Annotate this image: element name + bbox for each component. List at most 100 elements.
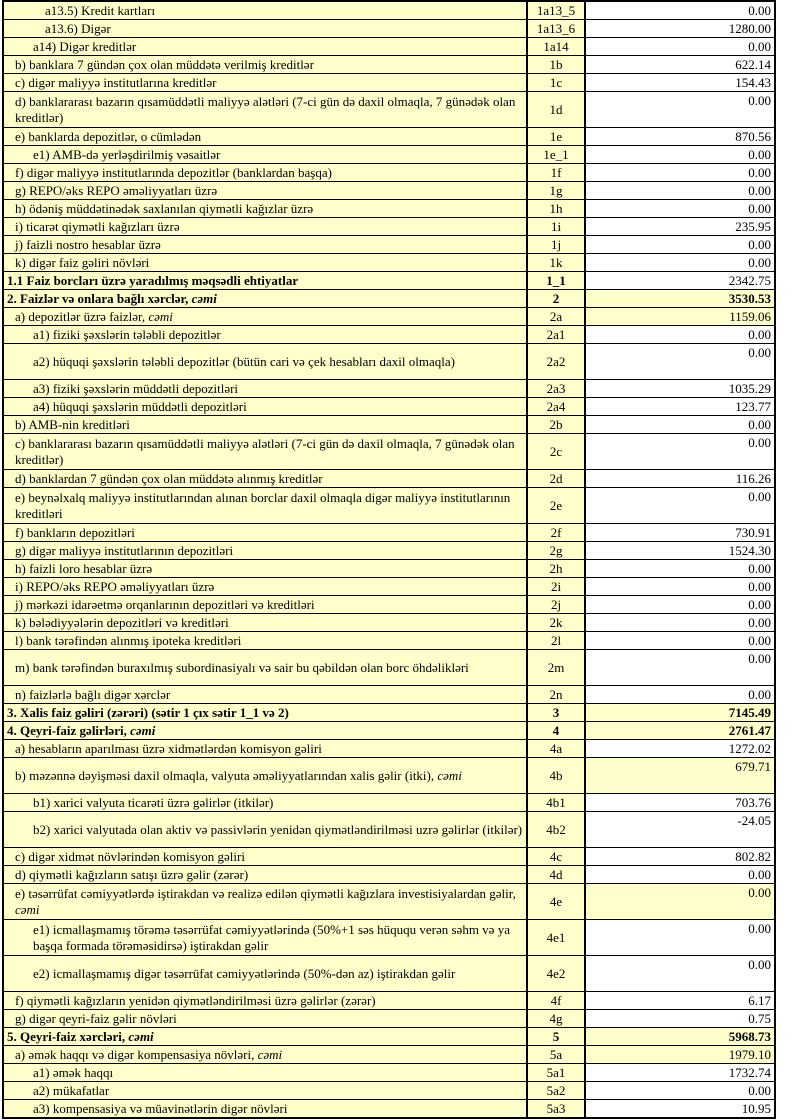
row-value-cell: 0.00 bbox=[584, 883, 776, 920]
row-code-cell: 5a bbox=[526, 1045, 586, 1064]
row-code-cell: 4e1 bbox=[526, 919, 586, 956]
row-value: 0.00 bbox=[748, 165, 771, 180]
row-label-italic: cəmi bbox=[191, 290, 217, 306]
row-value: 802.82 bbox=[735, 849, 771, 864]
row-value-cell[interactable]: 1280.00 bbox=[584, 19, 776, 38]
row-value-cell[interactable]: 235.95 bbox=[584, 217, 776, 236]
row-code-cell: 2k bbox=[526, 613, 586, 632]
row-value-cell[interactable]: 0.00 bbox=[584, 631, 776, 650]
row-value-cell[interactable]: 0.00 bbox=[584, 163, 776, 182]
row-label-cell: e) təsərrüfat cəmiyyətlərdə iştirakdan v… bbox=[2, 883, 528, 920]
table-row: g) REPO/əks REPO əməliyyatları üzrə 1g 0.0… bbox=[2, 181, 776, 200]
row-value-cell[interactable]: 0.00 bbox=[584, 0, 776, 20]
row-code-cell: 5a3 bbox=[526, 1099, 586, 1119]
row-code: 5a2 bbox=[546, 1082, 566, 1098]
row-value: 0.00 bbox=[748, 39, 771, 54]
row-value-cell[interactable]: 0.00 bbox=[584, 613, 776, 632]
row-value-cell[interactable]: 0.00 bbox=[584, 865, 776, 884]
row-value-cell[interactable]: 0.00 bbox=[584, 919, 776, 956]
row-code: 1j bbox=[550, 236, 562, 252]
row-value-cell[interactable]: 154.43 bbox=[584, 73, 776, 92]
row-value-cell[interactable]: 703.76 bbox=[584, 793, 776, 812]
row-value-cell[interactable]: 116.26 bbox=[584, 469, 776, 488]
row-code-cell: 1d bbox=[526, 91, 586, 128]
row-value-cell[interactable]: 0.75 bbox=[584, 1009, 776, 1028]
row-code-cell: 1i bbox=[526, 217, 586, 236]
row-value-cell[interactable]: 0.00 bbox=[584, 559, 776, 578]
row-label-cell: i) ticarət qiymətli kağızları üzrə bbox=[2, 217, 528, 236]
row-value: 0.00 bbox=[748, 633, 771, 648]
row-value-cell[interactable]: 0.00 bbox=[584, 235, 776, 254]
row-code-cell: 1e bbox=[526, 127, 586, 146]
row-value-cell[interactable]: 0.00 bbox=[584, 433, 776, 470]
row-code-cell: 4e2 bbox=[526, 955, 586, 992]
table-row: 1.1 Faiz borcları üzrə yaradılmış məqsəd… bbox=[2, 271, 776, 290]
row-code: 1a14 bbox=[543, 38, 569, 54]
row-value-cell[interactable]: 123.77 bbox=[584, 397, 776, 416]
row-value-cell[interactable]: 1035.29 bbox=[584, 379, 776, 398]
row-value: 7145.49 bbox=[728, 705, 771, 720]
row-value: 0.00 bbox=[748, 867, 771, 882]
row-value-cell[interactable]: 730.91 bbox=[584, 523, 776, 542]
row-value-cell[interactable]: 0.00 bbox=[584, 487, 776, 524]
table-row: 4. Qeyri-faiz gəlirləri, cəmi 4 2761.47 bbox=[2, 721, 776, 740]
row-value-cell[interactable]: 0.00 bbox=[584, 145, 776, 164]
row-label: j) mərkəzi idarəetmə orqanlarının depozi… bbox=[15, 596, 315, 612]
row-label-cell: a1) əmək haqqı bbox=[2, 1063, 528, 1082]
table-row: m) bank tərəfindən buraxılmış subordinas… bbox=[2, 649, 776, 686]
row-label: a1) əmək haqqı bbox=[33, 1064, 114, 1080]
row-label-cell: b) məzənnə dəyişməsi daxil olmaqla, valy… bbox=[2, 757, 528, 794]
row-value: -24.05 bbox=[737, 813, 771, 828]
row-value-cell[interactable]: 0.00 bbox=[584, 343, 776, 380]
row-code: 2k bbox=[549, 614, 563, 630]
row-code: 1c bbox=[549, 74, 563, 90]
row-label-cell: n) faizlərlə bağlı digər xərclər bbox=[2, 685, 528, 704]
row-code-cell: 5a1 bbox=[526, 1063, 586, 1082]
row-code: 2 bbox=[552, 290, 560, 306]
row-value-cell[interactable]: 0.00 bbox=[584, 685, 776, 704]
row-code: 1e bbox=[549, 128, 563, 144]
row-label: e) təsərrüfat cəmiyyətlərdə iştirakdan v… bbox=[15, 885, 516, 901]
row-code: 2g bbox=[549, 542, 563, 558]
row-label-cell: a) əmək haqqı və digər kompensasiya növl… bbox=[2, 1045, 528, 1064]
row-value-cell[interactable]: 0.00 bbox=[584, 199, 776, 218]
row-label-cell: c) digər maliyyə institutlarına kreditlə… bbox=[2, 73, 528, 92]
row-label: 2. Faizlər və onlara bağlı xərclər, bbox=[7, 290, 192, 306]
row-value-cell[interactable]: 870.56 bbox=[584, 127, 776, 146]
row-value-cell[interactable]: 0.00 bbox=[584, 415, 776, 434]
row-value-cell[interactable]: 0.00 bbox=[584, 649, 776, 686]
row-value-cell[interactable]: 802.82 bbox=[584, 847, 776, 866]
row-value-cell[interactable]: 0.00 bbox=[584, 1081, 776, 1100]
row-value-cell[interactable]: 0.00 bbox=[584, 253, 776, 272]
row-value-cell[interactable]: 0.00 bbox=[584, 595, 776, 614]
row-value-cell[interactable]: 0.00 bbox=[584, 91, 776, 128]
row-value-cell[interactable]: 2342.75 bbox=[584, 271, 776, 290]
row-value: 0.00 bbox=[748, 183, 771, 198]
row-value-cell[interactable]: 1524.30 bbox=[584, 541, 776, 560]
row-code: 4d bbox=[549, 866, 563, 882]
row-value: 0.00 bbox=[748, 579, 771, 594]
table-row: e2) icmallaşmamış digər təsərrüfat cəmiy… bbox=[2, 955, 776, 992]
row-label-cell: c) banklararası bazarın qısamüddətli mal… bbox=[2, 433, 528, 470]
row-label: a) hesabların aparılması üzrə xidmətlərd… bbox=[15, 740, 322, 756]
row-value: 1280.00 bbox=[728, 21, 771, 36]
row-value-cell[interactable]: 6.17 bbox=[584, 991, 776, 1010]
row-value-cell[interactable]: 0.00 bbox=[584, 181, 776, 200]
row-value-cell[interactable]: 0.00 bbox=[584, 37, 776, 56]
row-value-cell[interactable]: 0.00 bbox=[584, 325, 776, 344]
row-label: k) bələdiyyələrin depozitləri və kreditl… bbox=[15, 614, 229, 630]
row-value-cell[interactable]: 1272.02 bbox=[584, 739, 776, 758]
row-code: 1a13_5 bbox=[536, 2, 576, 18]
income-statement-table: a13.5) Kredit kartları 1a13_5 0.00 a13.6) D… bbox=[2, 0, 776, 1119]
row-code: 5a3 bbox=[546, 1100, 566, 1116]
row-label: i) ticarət qiymətli kağızları üzrə bbox=[15, 218, 180, 234]
row-value: 3530.53 bbox=[728, 291, 771, 306]
row-label-cell: d) banklardan 7 gündən çox olan müddətə … bbox=[2, 469, 528, 488]
row-value-cell[interactable]: 0.00 bbox=[584, 577, 776, 596]
row-value-cell[interactable]: 0.00 bbox=[584, 955, 776, 992]
row-value-cell[interactable]: 10.95 bbox=[584, 1099, 776, 1119]
row-value-cell[interactable]: 622.14 bbox=[584, 55, 776, 74]
row-value-cell[interactable]: 1732.74 bbox=[584, 1063, 776, 1082]
row-code: 2m bbox=[547, 659, 565, 675]
row-value-cell[interactable]: -24.05 bbox=[584, 811, 776, 848]
